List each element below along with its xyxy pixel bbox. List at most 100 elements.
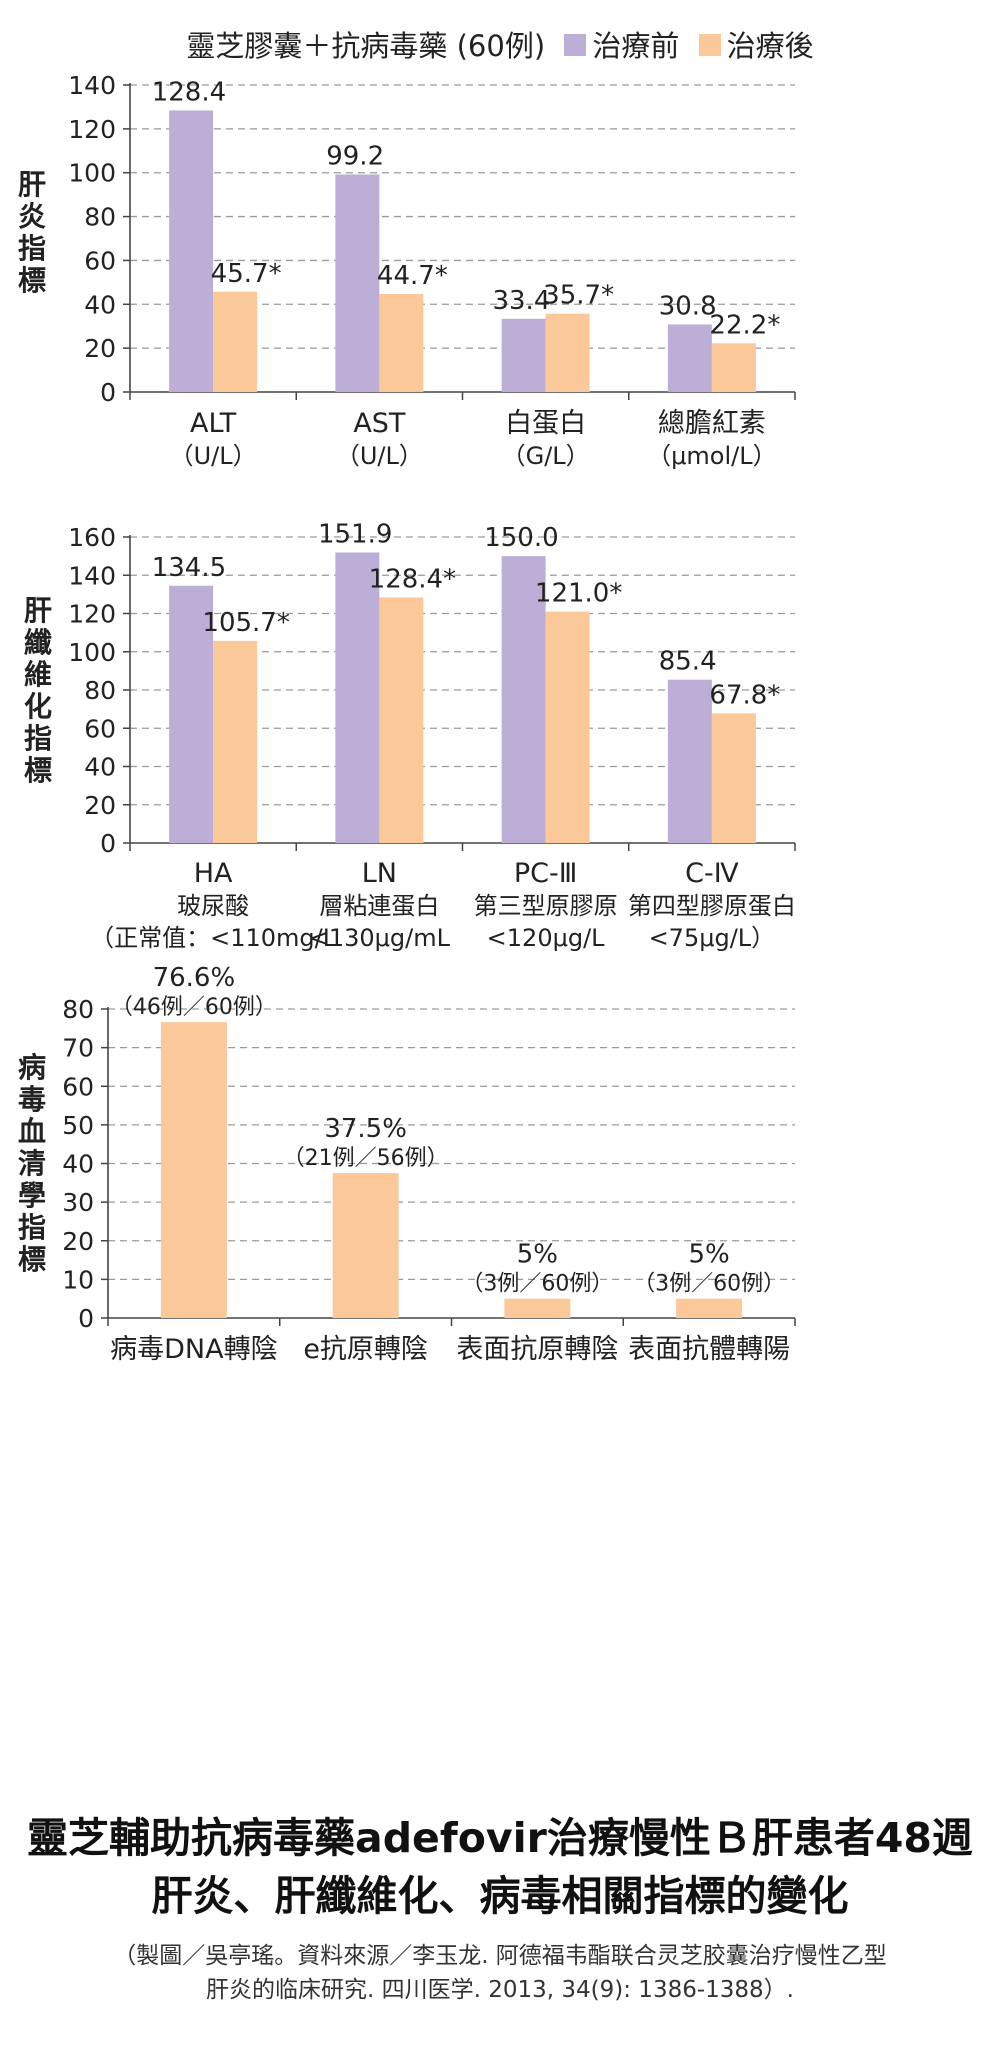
category-label: 第三型原膠原: [474, 892, 618, 920]
data-label: 5%: [517, 1240, 558, 1270]
category-label: （正常值：<110mg/L: [90, 924, 337, 952]
y-axis-label: 肝纖維化指標: [24, 594, 52, 787]
y-tick-label: 20: [84, 334, 116, 363]
y-tick-label: 60: [62, 1072, 94, 1101]
category-label: 表面抗體轉陽: [628, 1334, 790, 1365]
liver-fibrosis-chart: 0 20 40 60 80 100 120 140 160 肝纖維化指標 134.5 151.9 150…: [24, 519, 796, 952]
y-tick-label: 20: [84, 791, 116, 820]
data-label: 44.7*: [377, 261, 448, 291]
figure-title-line-1: 靈芝輔助抗病毒藥adefovir治療慢性Ｂ肝患者48週: [27, 1814, 973, 1862]
category-label: <120μg/L: [487, 924, 606, 952]
liver-inflammation-chart: 0 20 40 60 80 100 120 140 肝炎指標 128.4 99.2 33.4 30.8 4…: [18, 71, 796, 470]
category-label: C-Ⅳ: [685, 858, 739, 889]
bar-value: [160, 1022, 227, 1318]
y-tick-label: 100: [68, 638, 116, 667]
data-label: 99.2: [326, 141, 384, 171]
category-label: 總膽紅素: [658, 408, 766, 439]
data-sublabel: （46例／60例）: [111, 995, 277, 1020]
y-tick-label: 40: [84, 290, 116, 319]
bar-before: [501, 556, 546, 843]
y-tick-label: 50: [62, 1111, 94, 1140]
bar-value: [676, 1298, 743, 1318]
y-tick-label: 70: [62, 1034, 94, 1063]
category-label: 病毒DNA轉陰: [110, 1334, 277, 1365]
category-label: LN: [362, 858, 397, 889]
virus-serology-chart: 0 10 20 30 40 50 60 70 80 病毒血清學指標 76.6%（46例／60例） 37…: [18, 963, 796, 1365]
y-axis-label-char: 病: [18, 1051, 46, 1084]
data-label: 33.4: [492, 286, 550, 316]
data-label: 134.5: [152, 553, 226, 583]
data-label: 37.5%: [324, 1114, 407, 1144]
y-tick-label: 40: [62, 1150, 94, 1179]
legend-title: 靈芝膠囊＋抗病毒藥 (60例): [186, 29, 546, 63]
y-axis-label-char: 指: [18, 232, 46, 265]
y-axis-label-char: 炎: [18, 200, 46, 233]
y-tick-label: 120: [68, 115, 116, 144]
data-label: 5%: [689, 1240, 730, 1270]
data-label: 151.9: [318, 519, 392, 549]
bar-before: [667, 679, 712, 843]
category-label: 玻尿酸: [177, 892, 249, 920]
y-axis-label-char: 標: [24, 754, 52, 787]
y-axis-label-char: 毒: [18, 1083, 46, 1116]
bar-before: [169, 110, 214, 393]
category-label: （μmol/L）: [647, 442, 776, 470]
y-axis-label-char: 維: [24, 658, 52, 691]
y-tick-label: 20: [62, 1227, 94, 1256]
y-axis-label-char: 肝: [18, 168, 46, 201]
y-axis-label-char: 標: [18, 264, 46, 297]
category-label: 層粘連蛋白: [319, 892, 439, 920]
y-tick-label: 80: [84, 676, 116, 705]
bar-before: [667, 324, 712, 392]
legend-label-after: 治療後: [726, 29, 814, 63]
data-label: 150.0: [484, 523, 558, 553]
y-axis-label-char: 學: [18, 1179, 46, 1212]
legend-swatch-before: [564, 34, 587, 56]
category-label: （G/L）: [502, 442, 590, 470]
category-label: 第四型膠原蛋白: [628, 892, 796, 920]
bar-after: [711, 713, 756, 843]
y-axis-label-char: 指: [24, 722, 52, 755]
y-tick-label: 10: [62, 1265, 94, 1294]
y-tick-label: 140: [68, 561, 116, 590]
bar-value: [332, 1173, 399, 1318]
bar-after: [213, 291, 258, 392]
legend-label-before: 治療前: [592, 29, 680, 63]
y-axis-label-char: 肝: [24, 594, 52, 627]
y-tick-label: 0: [100, 829, 116, 858]
data-label: 105.7*: [202, 608, 289, 638]
y-tick-label: 0: [100, 378, 116, 407]
bar-after: [711, 343, 756, 392]
y-axis-label-char: 纖: [24, 626, 52, 659]
data-label: 22.2*: [709, 310, 780, 340]
y-tick-label: 120: [68, 600, 116, 629]
category-label: （U/L）: [170, 442, 257, 470]
y-tick-label: 100: [68, 159, 116, 188]
data-sublabel: （3例／60例）: [633, 1272, 785, 1297]
data-sublabel: （21例／56例）: [283, 1146, 449, 1171]
bar-value: [504, 1298, 571, 1318]
y-tick-label: 60: [84, 246, 116, 275]
y-tick-label: 80: [62, 995, 94, 1024]
data-label: 128.4*: [369, 564, 456, 594]
data-label: 85.4: [659, 647, 717, 677]
y-tick-label: 160: [68, 523, 116, 552]
category-label: （U/L）: [336, 442, 423, 470]
y-axis-label-char: 清: [18, 1147, 46, 1180]
category-label: <75μg/L）: [649, 924, 776, 952]
y-tick-label: 80: [84, 203, 116, 232]
bar-after: [379, 597, 424, 843]
bar-after: [545, 611, 590, 843]
y-tick-label: 60: [84, 714, 116, 743]
category-label: HA: [194, 858, 233, 889]
bar-after: [379, 293, 424, 392]
y-tick-label: 30: [62, 1188, 94, 1217]
bar-before: [169, 585, 214, 843]
category-label: 表面抗原轉陰: [456, 1334, 618, 1365]
category-label: e抗原轉陰: [303, 1334, 428, 1365]
category-label: <130μg/mL: [309, 924, 451, 952]
bar-after: [213, 640, 258, 843]
data-label: 45.7*: [211, 259, 282, 289]
category-label: ALT: [190, 408, 237, 439]
data-label: 30.8: [659, 291, 717, 321]
